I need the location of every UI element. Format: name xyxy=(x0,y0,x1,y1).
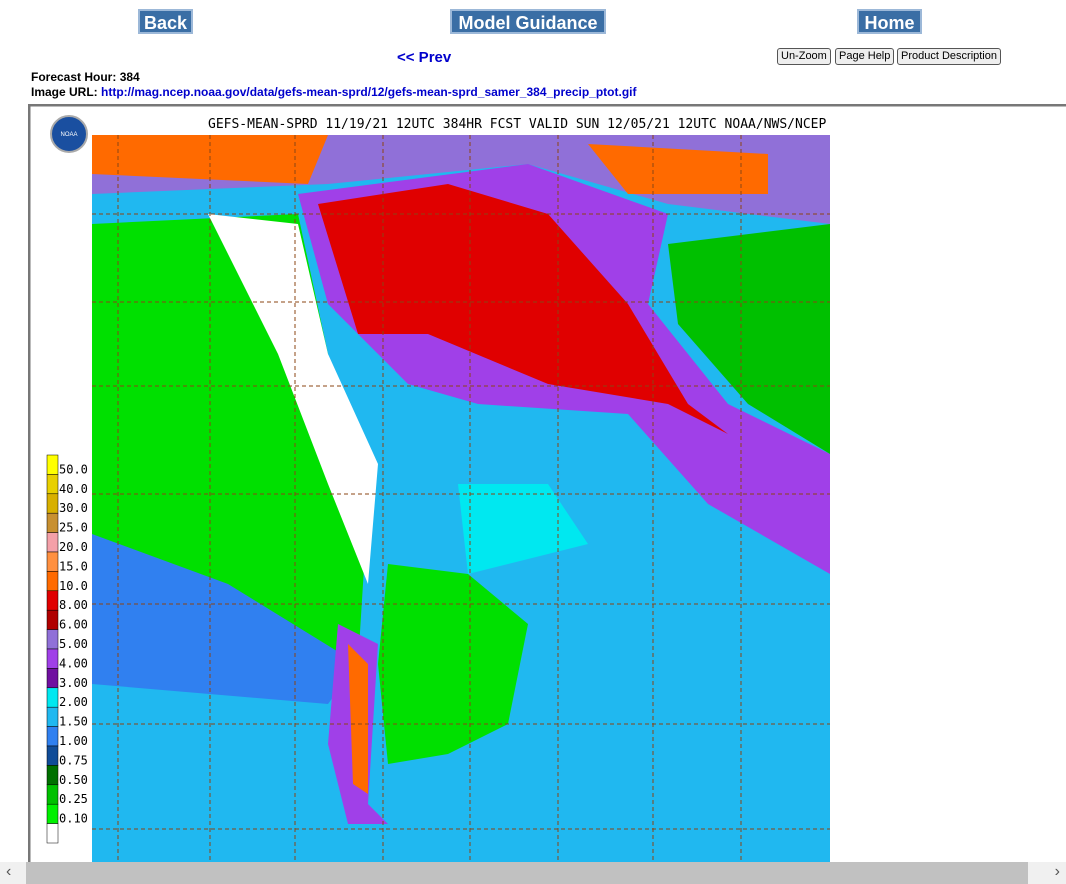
label: Image URL: xyxy=(31,85,98,99)
legend-label: 3.00 xyxy=(59,676,88,690)
legend: 50.0 40.0 30.0 25.0 20.0 15.0 10.0 8.00 6.00 5.00… xyxy=(46,454,88,844)
logo-text: NOAA xyxy=(60,132,77,138)
legend-swatch xyxy=(46,823,59,844)
model-guidance-button[interactable]: Model Guidance xyxy=(450,9,606,34)
legend-swatch xyxy=(46,629,59,650)
tool-button[interactable]: Page Help xyxy=(835,48,895,65)
legend-label: 1.50 xyxy=(59,715,88,729)
url-link[interactable]: http://mag.ncep.noaa.gov/data/gefs-mean-… xyxy=(101,85,637,99)
legend-label: 30.0 xyxy=(59,501,88,515)
legend-swatch xyxy=(46,784,59,805)
legend-label: 8.00 xyxy=(59,598,88,612)
legend-label: 1.00 xyxy=(59,734,88,748)
value: 384 xyxy=(119,70,140,84)
legend-label: 5.00 xyxy=(59,637,88,651)
legend-label: 2.00 xyxy=(59,695,88,709)
legend-swatch xyxy=(46,765,59,786)
legend-swatch xyxy=(46,474,59,495)
legend-label: 6.00 xyxy=(59,618,88,632)
legend-label: 50.0 xyxy=(59,462,88,476)
legend-swatch xyxy=(46,648,59,669)
legend-swatch xyxy=(46,571,59,592)
legend-swatch xyxy=(46,726,59,747)
legend-label: 25.0 xyxy=(59,521,88,535)
scroll-right[interactable]: › xyxy=(1054,863,1060,880)
legend-swatch xyxy=(46,454,59,475)
grid xyxy=(92,135,830,862)
tool-button[interactable]: Product Description xyxy=(897,48,1001,65)
legend-swatch xyxy=(46,512,59,533)
legend-label: 10.0 xyxy=(59,579,88,593)
image-url: Image URL: http://mag.ncep.noaa.gov/data… xyxy=(31,85,637,99)
legend-swatch xyxy=(46,687,59,708)
map-field xyxy=(92,135,830,862)
horizontal-scrollbar[interactable]: ‹ › xyxy=(0,862,1066,884)
tool-button[interactable]: Un-Zoom xyxy=(777,48,831,65)
legend-swatch xyxy=(46,532,59,553)
legend-label: 4.00 xyxy=(59,656,88,670)
map-title: GEFS-MEAN-SPRD 11/19/21 12UTC 384HR FCST… xyxy=(208,117,826,132)
legend-swatch xyxy=(46,590,59,611)
legend-swatch xyxy=(46,706,59,727)
legend-swatch xyxy=(46,803,59,824)
legend-label: 40.0 xyxy=(59,482,88,496)
legend-label: 0.10 xyxy=(59,812,88,826)
legend-label: 15.0 xyxy=(59,559,88,573)
legend-swatch xyxy=(46,745,59,766)
prev-link[interactable]: << Prev xyxy=(397,49,452,66)
legend-swatch xyxy=(46,668,59,689)
legend-swatch xyxy=(46,551,59,572)
legend-label: 0.50 xyxy=(59,773,88,787)
label: Forecast Hour: xyxy=(31,70,117,84)
legend-label: 0.25 xyxy=(59,792,88,806)
legend-swatch xyxy=(46,493,59,514)
noaa-logo xyxy=(50,115,88,153)
map-image: NOAA GEFS-MEAN-SPRD 11/19/21 12UTC 384HR… xyxy=(28,104,1066,862)
scroll-thumb[interactable] xyxy=(26,862,1028,884)
back-button[interactable]: Back xyxy=(138,9,193,34)
legend-label: 20.0 xyxy=(59,540,88,554)
home-button[interactable]: Home xyxy=(857,9,922,34)
legend-swatch xyxy=(46,609,59,630)
legend-label: 0.75 xyxy=(59,753,88,767)
forecast-hour: Forecast Hour: 384 xyxy=(31,70,140,84)
scroll-left[interactable]: ‹ xyxy=(6,863,12,880)
